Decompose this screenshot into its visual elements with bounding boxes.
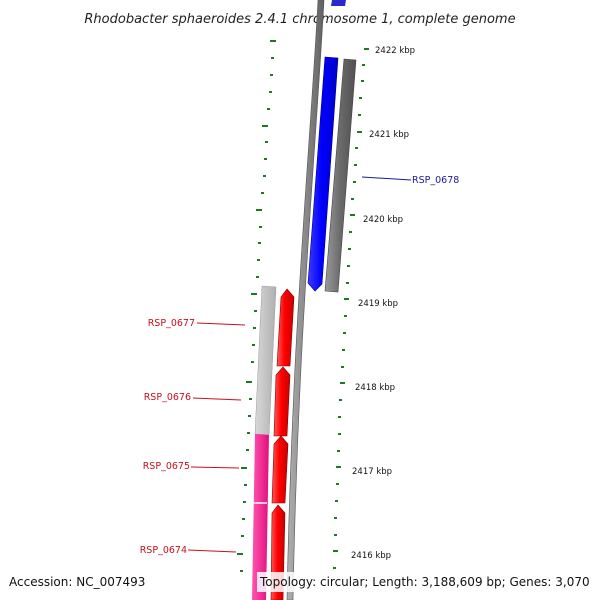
tick-mark [258,242,261,244]
tick-mark [257,259,260,261]
tick-mark [336,466,341,468]
tick-mark [338,416,341,418]
tick-mark [252,344,255,346]
gene-arrow-rsp-0675[interactable] [271,435,289,504]
topology-text: Topology: circular; Length: 3,188,609 bp… [259,575,590,589]
tick-mark [270,40,276,42]
tick-mark [263,175,266,177]
tick-mark [271,57,274,59]
tick-mark [267,108,270,110]
gene-arrow-rsp-0677[interactable] [276,288,295,367]
outer-tick-track [333,48,369,569]
tick-mark [259,226,262,228]
tick-mark [344,298,349,300]
accession-text: Accession: NC_007493 [9,575,145,589]
label-leader-line [190,466,240,469]
forward-feature-bar [324,58,357,293]
inner-tick-track [237,40,276,572]
scale-label: 2419 kbp [358,299,398,309]
tick-mark [357,131,362,133]
tick-mark [351,198,354,200]
reverse-feature-bar [252,434,269,600]
tick-mark [354,164,357,166]
tick-mark [241,467,247,469]
tick-mark [246,381,252,383]
tick-mark [359,97,362,99]
tick-mark [334,517,337,519]
tick-mark [355,147,358,149]
scale-label: 2417 kbp [352,467,392,477]
tick-mark [353,181,356,183]
gene-label-rsp-0676[interactable]: RSP_0676 [144,392,191,403]
gene-label-rsp-0678[interactable]: RSP_0678 [412,175,459,186]
gene-label-rsp-0677[interactable]: RSP_0677 [148,318,195,329]
forward-feature-bar [331,0,346,6]
label-leader-line [187,549,237,553]
gene-arrow-rsp-0676[interactable] [273,366,291,437]
tick-mark [253,327,256,329]
tick-mark [337,450,340,452]
tick-mark [269,91,272,93]
gene-label-rsp-0675[interactable]: RSP_0675 [143,461,190,472]
tick-mark [247,432,250,434]
tick-mark [246,449,249,451]
tick-mark [251,293,257,295]
tick-mark [335,500,338,502]
tick-mark [361,80,364,82]
tick-mark [336,483,339,485]
tick-mark [346,282,349,284]
tick-mark [254,310,257,312]
tick-mark [242,518,245,520]
tick-mark [350,214,355,216]
tick-mark [249,398,252,400]
tick-mark [348,248,351,250]
gene-arrow-rsp-0678[interactable] [307,56,339,292]
tick-mark [347,265,350,267]
tick-mark [244,484,247,486]
tick-mark [343,332,346,334]
tick-mark [243,501,246,503]
tick-mark [237,553,243,555]
tick-mark [256,276,259,278]
label-leader-line [361,176,412,181]
tick-mark [240,570,243,572]
scale-label: 2420 kbp [363,215,403,225]
tick-mark [334,534,337,536]
reverse-feature-bar [254,285,277,436]
tick-mark [342,349,345,351]
tick-mark [340,382,345,384]
tick-mark [251,361,254,363]
tick-mark [338,433,341,435]
tick-mark [362,64,365,66]
tick-mark [264,158,267,160]
genome-backbone [286,0,325,600]
gene-label-rsp-0674[interactable]: RSP_0674 [140,545,187,556]
tick-mark [241,535,244,537]
footer-backdrop [257,572,592,592]
scale-label: 2416 kbp [351,551,391,561]
map-title: Rhodobacter sphaeroides 2.4.1 chromosome… [84,12,515,27]
tick-mark [248,415,251,417]
tick-mark [341,366,344,368]
scale-label: 2418 kbp [355,383,395,393]
tick-mark [265,141,268,143]
tick-mark [262,125,268,127]
scale-label: 2422 kbp [375,46,415,56]
tick-mark [339,399,342,401]
tick-mark [261,192,264,194]
label-leader-line [192,397,242,401]
tick-mark [333,550,338,552]
tick-mark [256,209,262,211]
tick-mark [364,48,369,50]
tick-mark [333,567,336,569]
tick-mark [270,74,273,76]
scale-label: 2421 kbp [369,130,409,140]
tick-mark [358,114,361,116]
tick-mark [344,315,347,317]
tick-mark [349,231,352,233]
label-leader-line [196,322,246,326]
